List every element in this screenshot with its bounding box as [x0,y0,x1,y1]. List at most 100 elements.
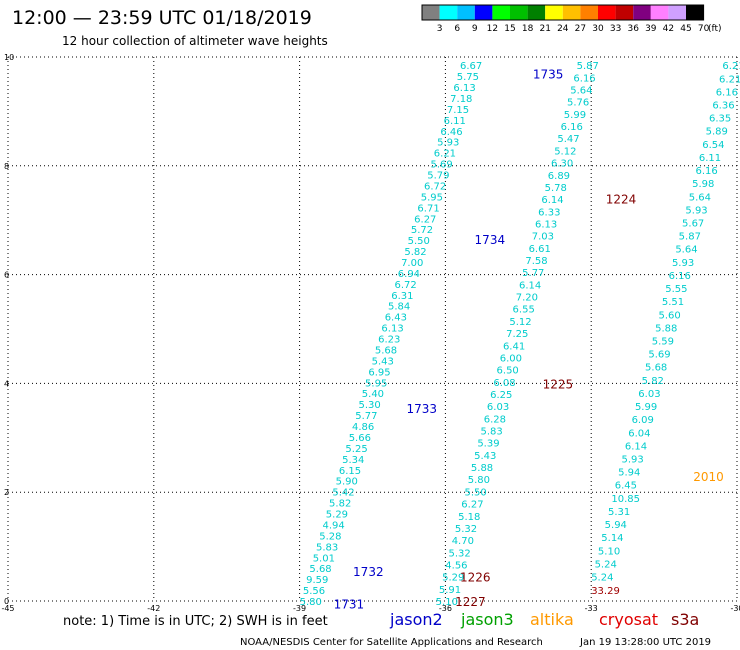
jason2-wave-height: 5.40 [362,389,384,400]
altika-wave-height: 5.89 [706,127,728,138]
jason3-wave-height: 6.55 [513,305,535,316]
altika-wave-height: 5.69 [648,350,670,361]
colorbar-swatch [616,5,634,20]
jason3-wave-height: 6.08 [493,378,515,389]
jason3-wave-height: 5.12 [554,146,576,157]
jason2-wave-height: 6.94 [398,269,420,280]
jason2-wave-height: 4.94 [323,520,345,531]
colorbar-label: 24 [557,24,569,34]
colorbar-label: 27 [575,24,586,34]
colorbar-swatch [598,5,616,20]
colorbar-unit: (ft) [708,24,722,34]
y-tick-label: 4 [4,379,9,388]
x-tick-label: -30 [730,604,740,613]
jason3-wave-height: 7.20 [516,293,538,304]
jason2-wave-height: 5.69 [431,160,453,171]
colorbar-legend: 3 6 9 12 15 18 21 24 27 30 33 36 39 42 45 70 [422,5,710,34]
footer-timestamp: Jan 19 13:28:00 UTC 2019 [579,637,711,648]
jason3-wave-height: 5.32 [455,524,477,535]
pass-time-label: 1735 [533,67,564,81]
jason2-wave-height: 5.34 [342,455,364,466]
jason3-wave-height: 5.88 [471,463,493,474]
altika-wave-height: 5.64 [675,245,697,256]
jason2-wave-height: 7.18 [450,94,472,105]
legend-cryosat: cryosat [599,610,658,629]
jason3-wave-height: 7.25 [506,329,528,340]
altika-wave-height: 5.94 [605,520,627,531]
jason3-wave-height: 6.33 [538,207,560,218]
altika-wave-height: 5.51 [662,297,684,308]
jason3-wave-height: 6.14 [519,280,541,291]
altika-wave-height: 6.11 [699,153,721,164]
jason3-wave-height: 6.03 [487,402,509,413]
jason2-wave-height: 6.71 [417,203,439,214]
jason2-wave-height: 5.28 [319,531,341,542]
altika-wave-height: 5.24 [595,559,617,570]
colorbar-swatch [651,5,669,20]
jason2-wave-height: 6.72 [424,181,446,192]
jason2-wave-height: 5.30 [359,400,381,411]
jason2-wave-height: 5.95 [421,192,443,203]
jason3-wave-height: 6.16 [561,122,583,133]
jason3-wave-height: 6.16 [573,73,595,84]
altika-wave-height: 6.16 [716,87,738,98]
jason2-wave-height: 5.50 [408,236,430,247]
chart-title: 12:00 — 23:59 UTC 01/18/2019 [12,7,312,29]
pass-time-label: 1224 [606,192,637,206]
colorbar-swatch [528,5,546,20]
jason2-wave-height: 5.83 [316,542,338,553]
jason2-wave-height: 6.23 [378,335,400,346]
jason2-wave-height: 5.29 [326,510,348,521]
colorbar-label: 42 [663,24,674,34]
y-tick-label: 8 [4,162,9,171]
colorbar-swatch [440,5,458,20]
cryosat-wave-height: 33.29 [591,586,620,597]
jason2-wave-height: 6.13 [453,83,475,94]
jason2-wave-height: 6.67 [460,61,482,72]
colorbar-swatch [633,5,651,20]
altika-wave-height: 6.21 [722,61,740,72]
jason2-wave-height: 7.00 [401,258,423,269]
y-tick-label: 2 [4,488,9,497]
colorbar-label: 30 [592,24,604,34]
jason2-wave-height: 5.72 [411,225,433,236]
altika-wave-height: 5.88 [655,323,677,334]
altika-wave-height: 5.24 [591,573,613,584]
altika-wave-height: 5.60 [658,310,680,321]
jason2-wave-height: 6.11 [444,116,466,127]
jason3-wave-height: 6.50 [497,366,519,377]
y-tick-label: 10 [4,53,14,62]
colorbar-label: 39 [645,24,657,34]
jason3-wave-height: 6.89 [548,171,570,182]
jason2-wave-height: 6.95 [368,367,390,378]
jason2-wave-height: 5.82 [404,247,426,258]
altika-wave-height: 6.16 [696,166,718,177]
pass-time-label: 1226 [460,571,491,585]
jason3-wave-height: 6.14 [541,195,563,206]
colorbar-label: 33 [610,24,621,34]
colorbar-label: 15 [504,24,515,34]
colorbar-label: 12 [487,24,498,34]
jason2-wave-height: 6.27 [414,214,436,225]
jason2-wave-height: 5.68 [375,345,397,356]
jason2-wave-height: 5.90 [336,477,358,488]
jason2-wave-height: 6.72 [395,280,417,291]
colorbar-swatch [457,5,475,20]
altika-wave-height: 6.04 [628,428,650,439]
altika-wave-height: 5.99 [635,402,657,413]
jason2-wave-height: 4.86 [352,422,374,433]
jason3-wave-height: 5.32 [448,548,470,559]
chart-subtitle: 12 hour collection of altimeter wave hei… [62,34,328,48]
jason2-wave-height: 5.25 [345,444,367,455]
legend-altika: altika [530,610,574,629]
jason2-wave-height: 5.56 [303,586,325,597]
jason3-wave-height: 5.50 [465,487,487,498]
jason2-wave-height: 5.43 [372,356,394,367]
jason2-wave-height: 5.82 [329,499,351,510]
jason3-wave-height: 6.30 [551,159,573,170]
altika-wave-height: 6.09 [632,415,654,426]
colorbar-label: 9 [472,24,478,34]
jason3-wave-height: 7.58 [525,256,547,267]
pass-time-label: 2010 [693,470,724,484]
altika-wave-height: 5.64 [689,192,711,203]
